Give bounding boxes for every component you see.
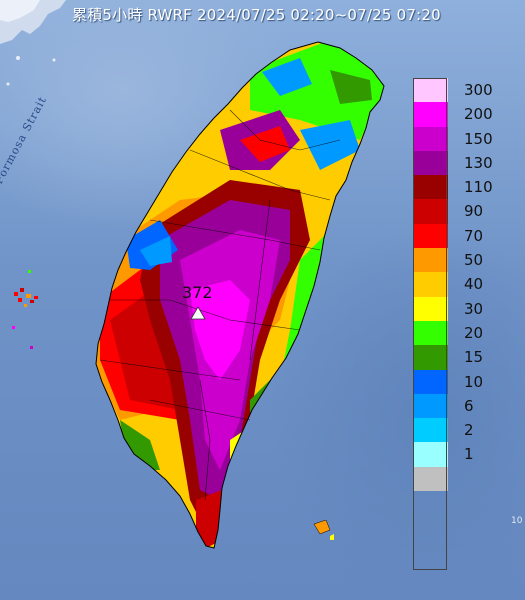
legend-row-30: 30 bbox=[412, 296, 518, 321]
legend-swatch bbox=[414, 199, 448, 224]
legend-swatch bbox=[414, 272, 448, 297]
legend-row-130: 130 bbox=[412, 150, 518, 176]
legend-row-110: 110 bbox=[412, 175, 518, 200]
legend-swatch bbox=[414, 175, 448, 200]
legend-row-90: 90 bbox=[412, 199, 518, 224]
legend-swatch bbox=[414, 126, 448, 151]
legend-label: 30 bbox=[464, 299, 484, 318]
legend-label: 200 bbox=[464, 105, 493, 124]
legend-swatch bbox=[414, 223, 448, 249]
legend-row-nodata bbox=[412, 466, 518, 492]
legend-label: 130 bbox=[464, 153, 493, 172]
legend-row-50: 50 bbox=[412, 248, 518, 273]
legend-row-20: 20 bbox=[412, 320, 518, 346]
legend-swatch bbox=[414, 345, 448, 370]
map-title: 累積5小時 RWRF 2024/07/25 02:20~07/25 07:20 bbox=[72, 6, 441, 24]
legend-swatch bbox=[414, 466, 448, 492]
legend-label: 10 bbox=[464, 372, 484, 391]
max-rainfall-value: 372 bbox=[182, 283, 213, 302]
legend-label: 1 bbox=[464, 445, 474, 464]
legend-label: 2 bbox=[464, 421, 474, 440]
legend-label: 110 bbox=[464, 178, 493, 197]
legend-label: 15 bbox=[464, 348, 484, 367]
legend-row-2: 2 bbox=[412, 418, 518, 443]
legend-row-150: 150 bbox=[412, 126, 518, 151]
legend-row-6: 6 bbox=[412, 393, 518, 419]
legend-swatch bbox=[414, 442, 448, 467]
orchid-island bbox=[313, 519, 334, 540]
legend-swatch bbox=[414, 150, 448, 176]
corner-mark: 10 bbox=[511, 516, 523, 526]
rainfall-legend: 300 200 150 130 110 90 70 50 bbox=[412, 78, 518, 492]
legend-label: 150 bbox=[464, 129, 493, 148]
legend-row-300: 300 bbox=[412, 78, 518, 103]
legend-swatch bbox=[414, 248, 448, 273]
legend-swatch bbox=[414, 78, 448, 103]
legend-swatch bbox=[414, 102, 448, 127]
legend-swatch bbox=[414, 369, 448, 394]
legend-swatch bbox=[414, 296, 448, 321]
legend-label: 40 bbox=[464, 275, 484, 294]
legend-label: 90 bbox=[464, 202, 484, 221]
legend-row-70: 70 bbox=[412, 223, 518, 249]
legend-row-10: 10 bbox=[412, 369, 518, 394]
legend-label: 70 bbox=[464, 226, 484, 245]
penghu-islands bbox=[12, 270, 38, 349]
legend-label: 50 bbox=[464, 251, 484, 270]
legend-label: 6 bbox=[464, 396, 474, 415]
legend-swatch bbox=[414, 393, 448, 419]
triangle-icon bbox=[190, 306, 206, 320]
legend-row-15: 15 bbox=[412, 345, 518, 370]
legend-row-200: 200 bbox=[412, 102, 518, 127]
legend-label: 20 bbox=[464, 323, 484, 342]
legend-row-40: 40 bbox=[412, 272, 518, 297]
legend-row-1: 1 bbox=[412, 442, 518, 467]
legend-swatch bbox=[414, 320, 448, 346]
legend-swatch bbox=[414, 418, 448, 443]
legend-label: 300 bbox=[464, 81, 493, 99]
